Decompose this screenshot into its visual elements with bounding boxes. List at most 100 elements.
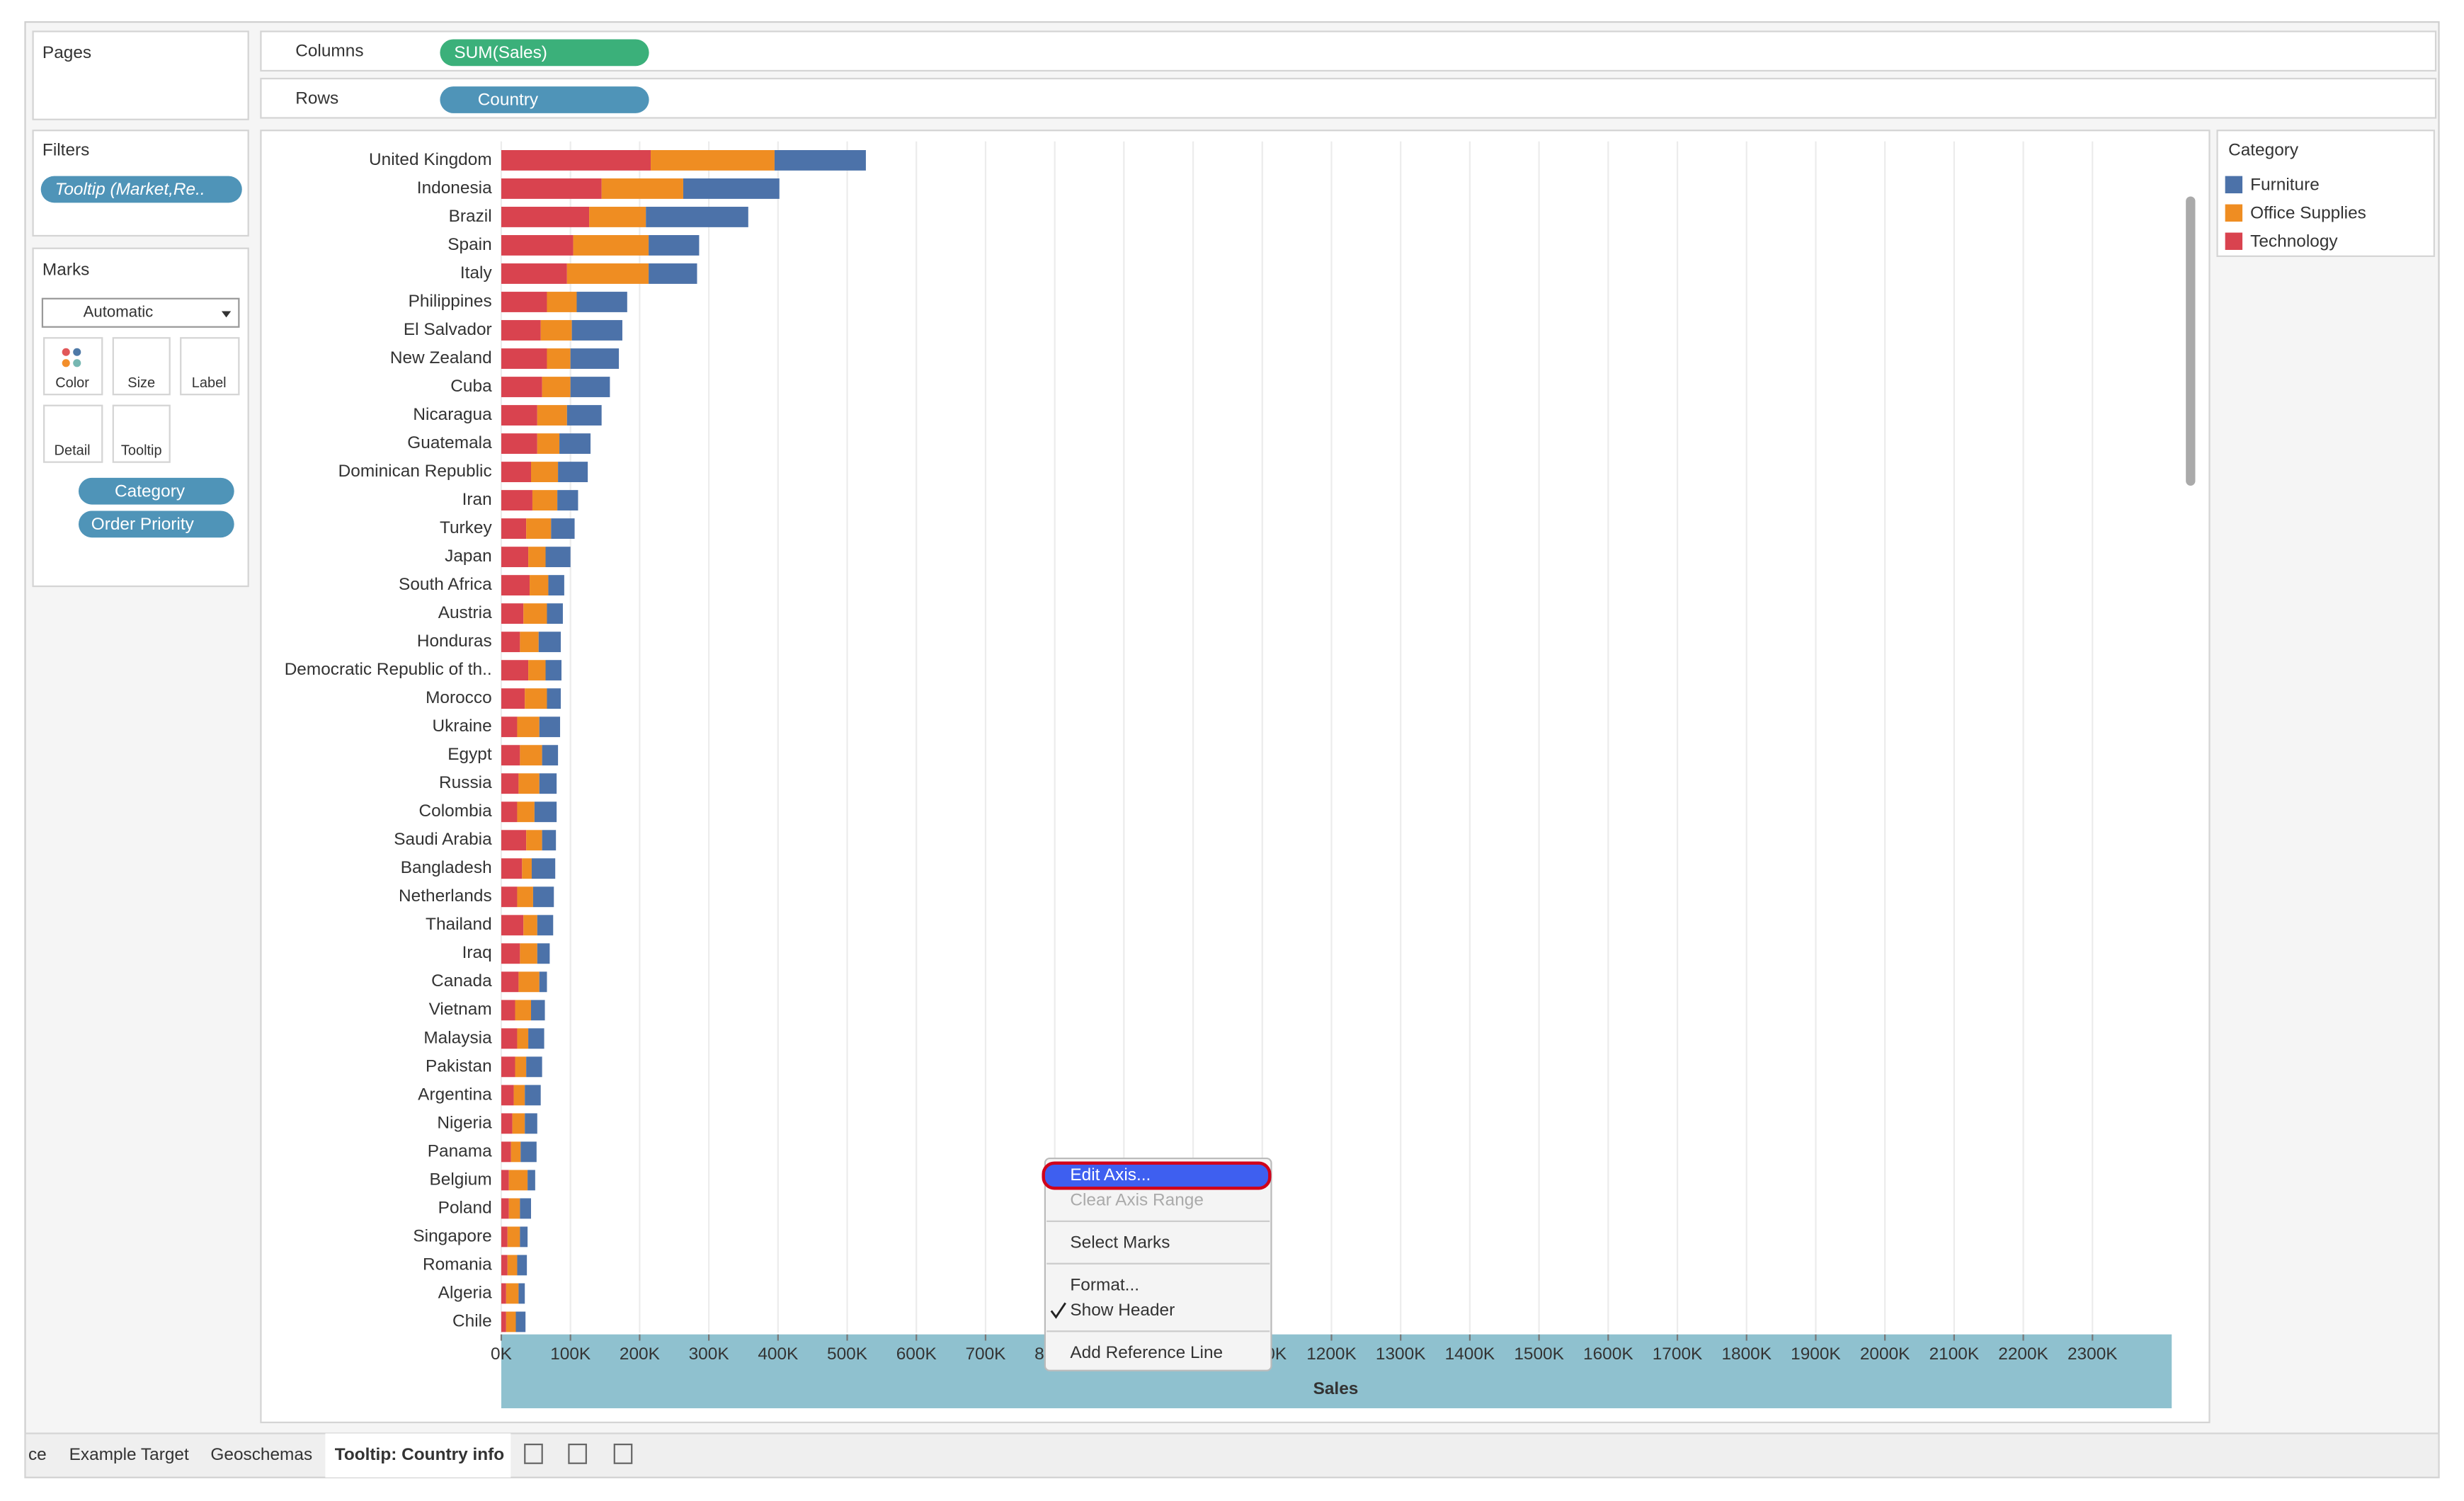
active-tab[interactable] bbox=[325, 1433, 511, 1478]
bar-segment bbox=[501, 320, 541, 341]
menu-item[interactable]: Edit Axis... bbox=[1070, 1165, 1151, 1185]
color-button[interactable] bbox=[43, 337, 103, 396]
y-tick-label: Malaysia bbox=[423, 1028, 492, 1047]
dropdown-arrow bbox=[221, 311, 232, 318]
bar-segment bbox=[511, 1141, 521, 1163]
bar-segment bbox=[532, 490, 558, 511]
bar-segment bbox=[526, 518, 552, 540]
x-tick-label: 1700K bbox=[1653, 1345, 1703, 1364]
menu-item[interactable]: Select Marks bbox=[1070, 1233, 1170, 1252]
y-tick-label: Vietnam bbox=[429, 1000, 492, 1019]
y-tick-label: Cuba bbox=[450, 377, 492, 396]
bar-segment bbox=[501, 915, 524, 936]
y-tick-label: Chile bbox=[452, 1311, 492, 1330]
bar-segment bbox=[501, 150, 651, 171]
new-sheet-icon[interactable] bbox=[524, 1443, 543, 1464]
bar-segment bbox=[501, 490, 532, 511]
bar-segment bbox=[507, 1255, 518, 1276]
rows-pill[interactable] bbox=[440, 86, 649, 113]
bar-segment bbox=[527, 1170, 535, 1191]
legend-swatch bbox=[2225, 176, 2243, 194]
context-menu: Edit Axis... Clear Axis Range Select Mar… bbox=[1042, 1157, 1272, 1371]
bar-segment bbox=[566, 263, 649, 284]
size-label: Size bbox=[127, 375, 155, 391]
y-tick-label: Algeria bbox=[438, 1283, 492, 1302]
tab[interactable]: Tooltip: Country info bbox=[335, 1445, 504, 1464]
bar-segment bbox=[537, 943, 550, 964]
bar-segment bbox=[501, 688, 525, 709]
bar-segment bbox=[542, 830, 557, 851]
bar-segment bbox=[542, 377, 571, 397]
bar-segment bbox=[501, 603, 524, 624]
bar-segment bbox=[523, 915, 537, 936]
bar-segment bbox=[508, 1198, 520, 1219]
scrollbar[interactable] bbox=[2186, 196, 2196, 486]
new-story-icon[interactable] bbox=[613, 1443, 633, 1464]
bar-segment bbox=[501, 1113, 513, 1134]
y-tick-label: Netherlands bbox=[399, 886, 492, 906]
bar-segment bbox=[501, 263, 567, 284]
label-button[interactable] bbox=[180, 337, 240, 396]
y-tick-label: Thailand bbox=[426, 915, 492, 934]
menu-item: Clear Axis Range bbox=[1070, 1190, 1204, 1209]
x-tick-label: 400K bbox=[758, 1345, 798, 1364]
legend-swatch bbox=[2225, 204, 2243, 222]
bar-segment bbox=[520, 1198, 531, 1219]
bar-segment bbox=[501, 858, 523, 879]
category-pill[interactable] bbox=[78, 477, 234, 505]
x-tick-label: 200K bbox=[620, 1345, 660, 1364]
bar-segment bbox=[501, 773, 519, 794]
mark-type: Automatic bbox=[84, 303, 154, 321]
bar-segment bbox=[501, 1255, 508, 1276]
y-tick-label: Argentina bbox=[418, 1085, 492, 1104]
bar-segment bbox=[501, 547, 529, 568]
bar-segment bbox=[531, 858, 556, 879]
tab[interactable]: Example Target bbox=[69, 1445, 189, 1464]
bar-segment bbox=[528, 660, 546, 681]
bar-segment bbox=[545, 660, 561, 681]
detail-button[interactable] bbox=[43, 404, 103, 463]
bar-segment bbox=[539, 773, 557, 794]
bar-segment bbox=[501, 632, 520, 653]
bar-segment bbox=[532, 886, 554, 908]
bar-segment bbox=[526, 830, 542, 851]
columns-label: Columns bbox=[295, 42, 363, 61]
legend-swatch bbox=[2225, 232, 2243, 250]
x-tick-label: 1400K bbox=[1445, 1345, 1495, 1364]
menu-item[interactable]: Show Header bbox=[1070, 1301, 1175, 1320]
bar-segment bbox=[525, 1085, 541, 1106]
bar-segment bbox=[547, 603, 563, 624]
bar-segment bbox=[601, 178, 683, 199]
bar-segment bbox=[501, 1000, 515, 1021]
new-dashboard-icon[interactable] bbox=[568, 1443, 587, 1464]
bar-segment bbox=[528, 1028, 544, 1049]
tab[interactable]: Geoschemas bbox=[210, 1445, 312, 1464]
bar-segment bbox=[501, 1283, 506, 1304]
bar-segment bbox=[501, 1028, 518, 1049]
filter-pill[interactable] bbox=[40, 176, 242, 203]
tooltip-button[interactable] bbox=[112, 404, 171, 463]
bar-segment bbox=[508, 1170, 528, 1191]
menu-item[interactable]: Format... bbox=[1070, 1275, 1139, 1294]
bar-segment bbox=[501, 1085, 514, 1106]
columns-pill[interactable] bbox=[440, 39, 649, 67]
bar-segment bbox=[501, 575, 530, 596]
tab[interactable]: ce bbox=[28, 1445, 47, 1464]
bar-segment bbox=[501, 1141, 511, 1163]
bar-segment bbox=[501, 1311, 506, 1332]
menu-item[interactable]: Add Reference Line bbox=[1070, 1343, 1223, 1362]
bar-segment bbox=[545, 547, 571, 568]
y-tick-label: Pakistan bbox=[426, 1056, 492, 1075]
x-tick-label: 100K bbox=[550, 1345, 591, 1364]
bar-segment bbox=[538, 632, 561, 653]
color-icon bbox=[73, 359, 81, 367]
order-priority-pill[interactable] bbox=[78, 510, 234, 538]
mark-type-dropdown[interactable] bbox=[41, 297, 240, 328]
legend-label: Technology bbox=[2250, 232, 2338, 251]
bar-segment bbox=[558, 462, 588, 482]
bar-segment bbox=[522, 858, 532, 879]
y-tick-label: Panama bbox=[428, 1141, 492, 1160]
size-button[interactable] bbox=[112, 337, 171, 396]
bar-segment bbox=[566, 405, 602, 426]
